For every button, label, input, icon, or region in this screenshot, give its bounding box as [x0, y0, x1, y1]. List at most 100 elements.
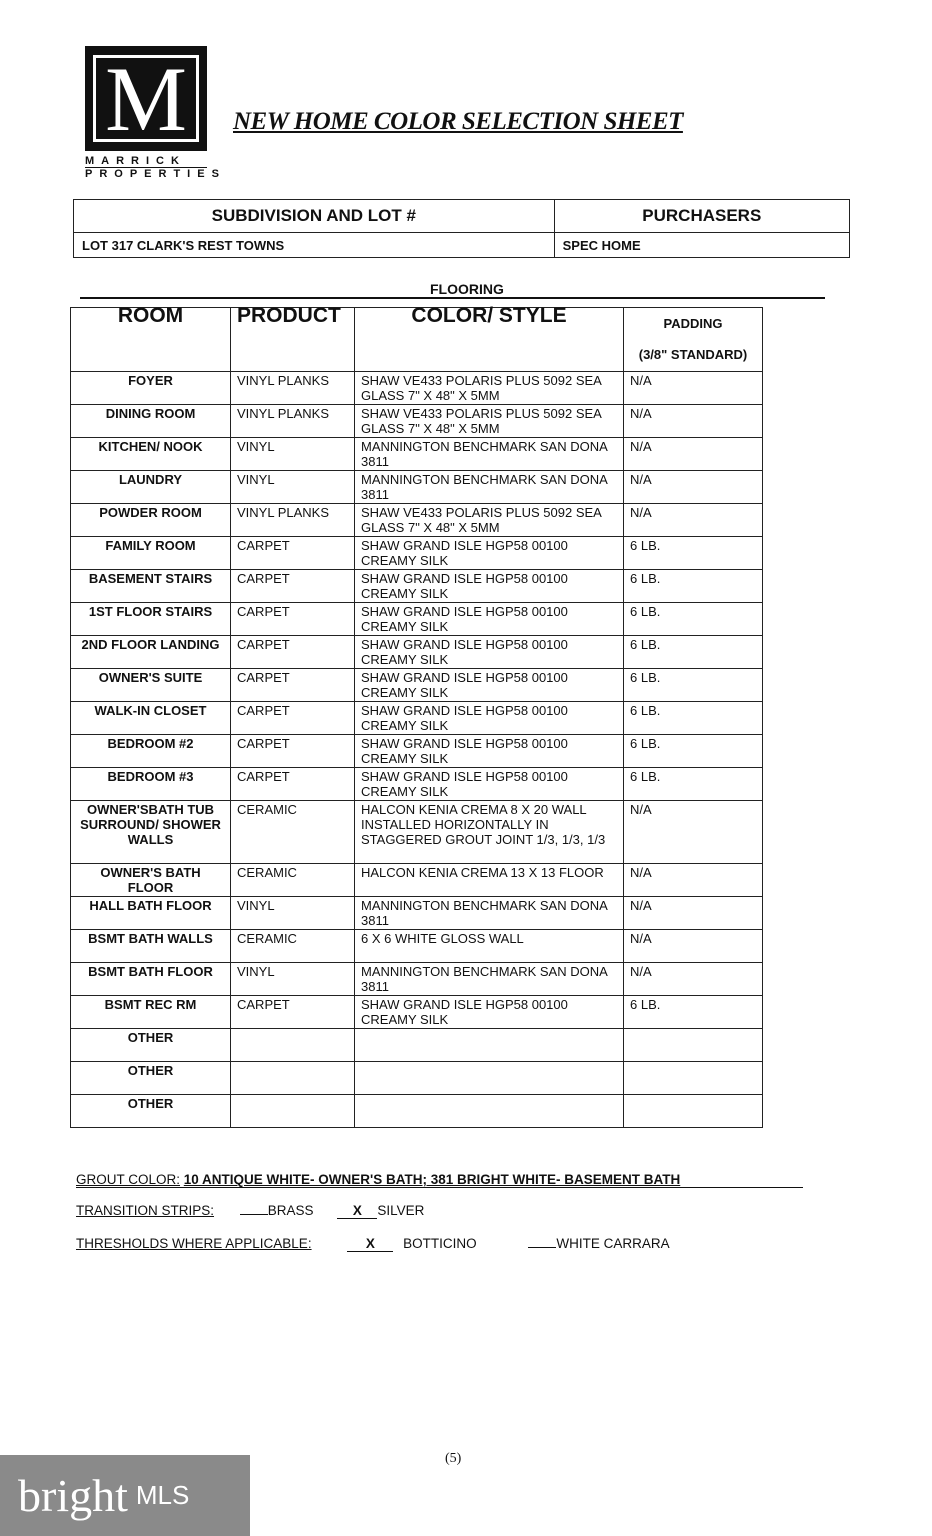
page-title: NEW HOME COLOR SELECTION SHEET — [233, 108, 683, 135]
transition-line: TRANSITION STRIPS: BRASS X SILVER — [76, 1203, 424, 1219]
product-cell — [230, 1028, 355, 1062]
table-row: BEDROOM #3 CARPET SHAW GRAND ISLE HGP58 00… — [70, 767, 763, 801]
room-cell: BSMT BATH FLOOR — [70, 962, 231, 996]
room-cell: OTHER — [70, 1061, 231, 1095]
room-cell: WALK-IN CLOSET — [70, 701, 231, 735]
grout-label: GROUT COLOR: — [76, 1172, 181, 1187]
table-row: 1ST FLOOR STAIRS CARPET SHAW GRAND ISLE HG… — [70, 602, 763, 636]
table-row: BASEMENT STAIRS CARPET SHAW GRAND ISLE HGP… — [70, 569, 763, 603]
padding-cell: 6 LB. — [623, 767, 763, 801]
room-cell: HALL BATH FLOOR — [70, 896, 231, 930]
table-row: BEDROOM #2 CARPET SHAW GRAND ISLE HGP58 00… — [70, 734, 763, 768]
room-cell: BEDROOM #3 — [70, 767, 231, 801]
carrara-option: WHITE CARRARA — [556, 1236, 670, 1251]
room-cell: FOYER — [70, 371, 231, 405]
color-cell: SHAW GRAND ISLE HGP58 00100 CREAMY SILK — [354, 995, 624, 1029]
product-cell: CARPET — [230, 701, 355, 735]
logo-line1: MARRICK — [85, 155, 207, 168]
product-cell: VINYL — [230, 470, 355, 504]
padding-cell: N/A — [623, 896, 763, 930]
room-cell: BSMT BATH WALLS — [70, 929, 231, 963]
table-row: 2ND FLOOR LANDING CARPET SHAW GRAND ISLE H… — [70, 635, 763, 669]
padding-cell: 6 LB. — [623, 995, 763, 1029]
padding-cell — [623, 1094, 763, 1128]
header-padding: PADDING (3/8" STANDARD) — [623, 307, 763, 372]
color-cell: SHAW GRAND ISLE HGP58 00100 CREAMY SILK — [354, 701, 624, 735]
padding-cell: 6 LB. — [623, 701, 763, 735]
table-row: OWNER'S SUITE CARPET SHAW GRAND ISLE HGP58… — [70, 668, 763, 702]
page-number: (5) — [445, 1451, 462, 1466]
room-cell: KITCHEN/ NOOK — [70, 437, 231, 471]
brass-option: BRASS — [267, 1203, 314, 1218]
product-cell: CERAMIC — [230, 929, 355, 963]
room-cell: POWDER ROOM — [70, 503, 231, 537]
info-table: SUBDIVISION AND LOT # PURCHASERS LOT 317… — [73, 199, 851, 258]
product-cell: CARPET — [230, 767, 355, 801]
table-row: POWDER ROOM VINYL PLANKS SHAW VE433 POLARI… — [70, 503, 763, 537]
product-cell: VINYL — [230, 437, 355, 471]
padding-cell: N/A — [623, 800, 763, 864]
table-row: BSMT BATH FLOOR VINYL MANNINGTON BENCHMARK… — [70, 962, 763, 996]
product-cell: CARPET — [230, 602, 355, 636]
product-cell: VINYL — [230, 962, 355, 996]
room-cell: DINING ROOM — [70, 404, 231, 438]
table-row: HALL BATH FLOOR VINYL MANNINGTON BENCHMARK… — [70, 896, 763, 930]
color-cell: 6 X 6 WHITE GLOSS WALL — [354, 929, 624, 963]
padding-cell: 6 LB. — [623, 668, 763, 702]
section-heading: FLOORING — [430, 281, 504, 297]
silver-mark[interactable]: X — [337, 1203, 378, 1219]
padding-cell: N/A — [623, 437, 763, 471]
color-cell: HALCON KENIA CREMA 8 X 20 WALL INSTALLED… — [354, 800, 624, 864]
botticino-option: BOTTICINO — [403, 1236, 477, 1251]
color-cell — [354, 1028, 624, 1062]
flooring-table: ROOM PRODUCT COLOR/ STYLE PADDING (3/8" S… — [70, 305, 763, 1128]
table-row: OTHER — [70, 1061, 763, 1095]
color-cell: SHAW GRAND ISLE HGP58 00100 CREAMY SILK — [354, 536, 624, 570]
color-cell: SHAW GRAND ISLE HGP58 00100 CREAMY SILK — [354, 602, 624, 636]
thresholds-line: THRESHOLDS WHERE APPLICABLE: X BOTTICINO… — [76, 1236, 670, 1252]
product-cell: VINYL PLANKS — [230, 371, 355, 405]
color-cell: SHAW GRAND ISLE HGP58 00100 CREAMY SILK — [354, 734, 624, 768]
carrara-mark[interactable] — [528, 1247, 557, 1248]
room-cell: 1ST FLOOR STAIRS — [70, 602, 231, 636]
room-cell: BEDROOM #2 — [70, 734, 231, 768]
product-cell: CARPET — [230, 995, 355, 1029]
table-row: WALK-IN CLOSET CARPET SHAW GRAND ISLE HGP5… — [70, 701, 763, 735]
table-row: OTHER — [70, 1028, 763, 1062]
color-cell: SHAW VE433 POLARIS PLUS 5092 SEA GLASS 7… — [354, 404, 624, 438]
botticino-mark[interactable]: X — [347, 1236, 394, 1252]
logo-letter: M — [105, 47, 187, 150]
product-cell: VINYL PLANKS — [230, 503, 355, 537]
silver-option: SILVER — [377, 1203, 425, 1218]
room-cell: OWNER'S BATH FLOOR — [70, 863, 231, 897]
room-cell: OTHER — [70, 1028, 231, 1062]
grout-value: 10 ANTIQUE WHITE- OWNER'S BATH; 381 BRIG… — [183, 1172, 681, 1187]
product-cell: VINYL — [230, 896, 355, 930]
brass-mark[interactable] — [239, 1214, 268, 1215]
room-cell: LAUNDRY — [70, 470, 231, 504]
color-cell: MANNINGTON BENCHMARK SAN DONA 3811 — [354, 962, 624, 996]
padding-cell: N/A — [623, 962, 763, 996]
padding-cell: 6 LB. — [623, 569, 763, 603]
marrick-logo: M — [85, 46, 207, 151]
subdivision-label: SUBDIVISION AND LOT # — [73, 199, 555, 233]
watermark-suffix: MLS — [135, 1480, 190, 1510]
room-cell: BASEMENT STAIRS — [70, 569, 231, 603]
table-row: BSMT REC RM CARPET SHAW GRAND ISLE HGP58 0… — [70, 995, 763, 1029]
color-cell: SHAW VE433 POLARIS PLUS 5092 SEA GLASS 7… — [354, 503, 624, 537]
product-cell — [230, 1061, 355, 1095]
color-cell: SHAW GRAND ISLE HGP58 00100 CREAMY SILK — [354, 767, 624, 801]
padding-cell: 6 LB. — [623, 635, 763, 669]
purchasers-value: SPEC HOME — [553, 232, 851, 258]
padding-cell: N/A — [623, 929, 763, 963]
product-cell: CERAMIC — [230, 800, 355, 864]
bright-mls-watermark: bright MLS — [0, 1455, 250, 1536]
padding-cell: N/A — [623, 404, 763, 438]
divider — [80, 297, 825, 299]
product-cell: CARPET — [230, 635, 355, 669]
transition-label: TRANSITION STRIPS: — [76, 1203, 215, 1218]
padding-cell — [623, 1061, 763, 1095]
color-cell: SHAW GRAND ISLE HGP58 00100 CREAMY SILK — [354, 668, 624, 702]
color-cell: SHAW GRAND ISLE HGP58 00100 CREAMY SILK — [354, 569, 624, 603]
